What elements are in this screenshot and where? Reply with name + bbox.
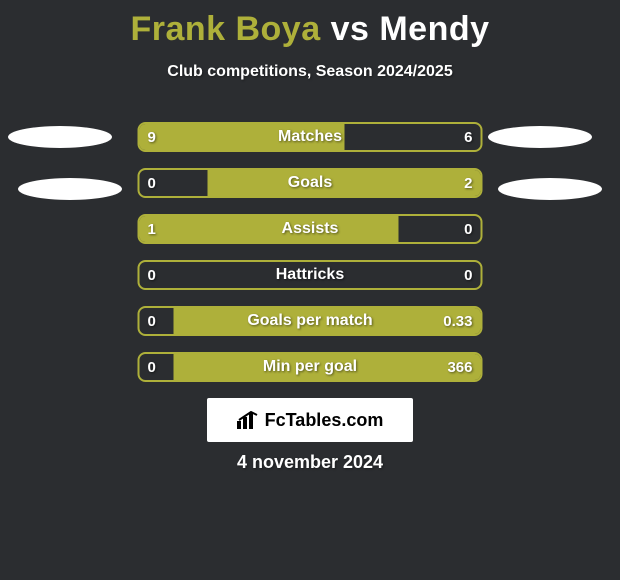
stat-fill-left — [140, 216, 399, 242]
stat-track — [138, 306, 483, 336]
right-crest-placeholder-top — [488, 126, 592, 148]
brand-text: FcTables.com — [265, 410, 384, 431]
brand-badge: FcTables.com — [207, 398, 413, 442]
date-text: 4 november 2024 — [0, 452, 620, 473]
stat-fill-right — [174, 308, 481, 334]
right-crest-placeholder-bottom — [498, 178, 602, 200]
stats-container: Matches96 Goals02 Assists10 Hattricks00 Goal… — [138, 122, 483, 398]
player1-name: Frank Boya — [130, 10, 320, 48]
stat-fill-right — [174, 354, 481, 380]
stat-track — [138, 122, 483, 152]
stat-row: Matches96 — [138, 122, 483, 152]
player2-name: Mendy — [379, 10, 489, 48]
stat-row: Goals02 — [138, 168, 483, 198]
stat-track — [138, 214, 483, 244]
subtitle: Club competitions, Season 2024/2025 — [0, 63, 620, 81]
stat-row: Assists10 — [138, 214, 483, 244]
stat-fill-right — [208, 170, 481, 196]
stat-track — [138, 168, 483, 198]
stat-row: Goals per match00.33 — [138, 306, 483, 336]
stat-track — [138, 260, 483, 290]
vs-text: vs — [331, 10, 370, 48]
left-crest-placeholder-top — [8, 126, 112, 148]
page-title: Frank Boya vs Mendy — [0, 0, 620, 49]
stat-track — [138, 352, 483, 382]
left-crest-placeholder-bottom — [18, 178, 122, 200]
stat-fill-left — [140, 124, 345, 150]
chart-icon — [237, 411, 259, 429]
stat-row: Min per goal0366 — [138, 352, 483, 382]
stat-row: Hattricks00 — [138, 260, 483, 290]
